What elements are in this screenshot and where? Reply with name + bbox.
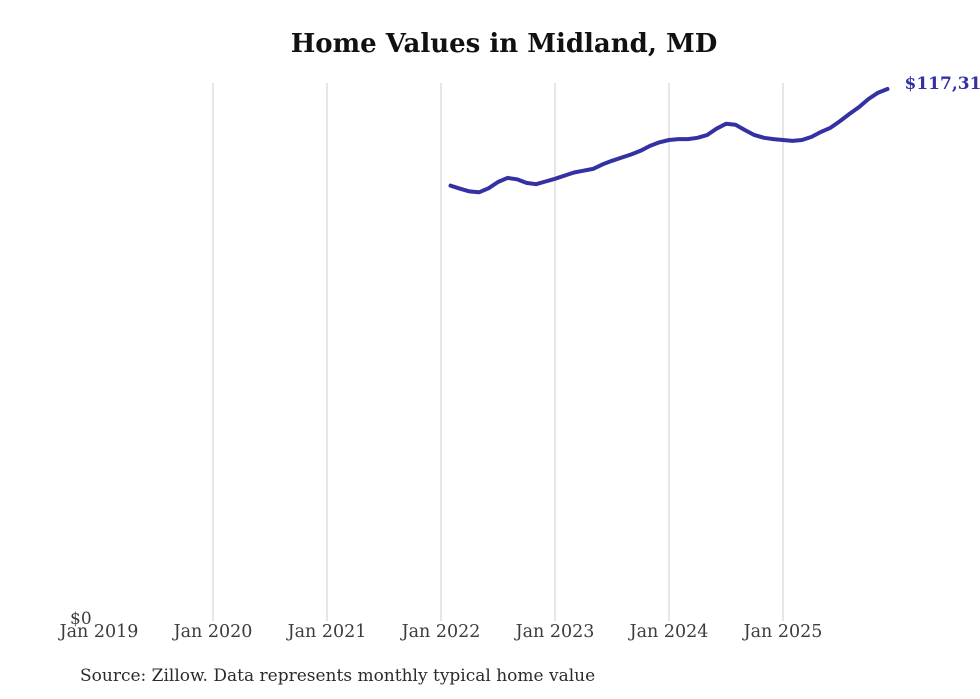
gridlines-group (212, 83, 784, 621)
x-axis-tick-label: Jan 2024 (629, 622, 709, 642)
source-note: Source: Zillow. Data represents monthly … (80, 666, 596, 686)
y-axis-zero-label: $0 (70, 609, 92, 629)
x-axis-tick-label: Jan 2020 (173, 622, 253, 642)
latest-value-label: $117,315 (904, 74, 980, 94)
x-axis-tick-label: Jan 2022 (401, 622, 481, 642)
home-value-line (448, 87, 890, 195)
x-axis-tick-label: Jan 2019 (59, 622, 139, 642)
chart-title: Home Values in Midland, MD (290, 29, 718, 59)
x-axis-tick-label: Jan 2023 (515, 622, 595, 642)
x-axis-tick-label: Jan 2025 (743, 622, 823, 642)
x-axis-tick-label: Jan 2021 (287, 622, 367, 642)
